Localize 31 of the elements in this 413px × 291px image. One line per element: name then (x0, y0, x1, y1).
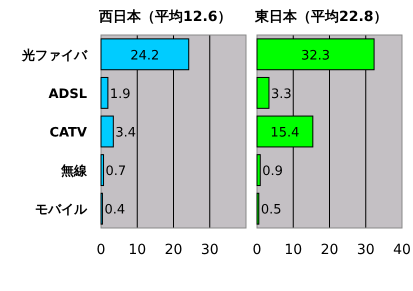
bar (256, 76, 270, 109)
data-label: 1.9 (110, 86, 131, 102)
data-label: 24.2 (130, 48, 160, 64)
chart-title: 西日本（平均12.6） (98, 9, 232, 25)
x-tick-label: 10 (284, 242, 302, 258)
x-tick-label: 20 (320, 242, 338, 258)
chart-title: 東日本（平均22.8） (254, 9, 388, 25)
y-tick-label: モバイル (35, 202, 88, 218)
data-label: 32.3 (301, 48, 330, 64)
y-tick-label: 光ファイバ (21, 48, 88, 64)
bar (100, 116, 114, 148)
bar (100, 76, 108, 109)
x-tick-label: 10 (128, 242, 146, 258)
bar (256, 154, 261, 186)
x-tick-label: 20 (164, 242, 182, 258)
x-tick-label: 30 (356, 242, 375, 258)
data-label: 0.4 (104, 202, 126, 218)
data-label: 0.7 (106, 164, 126, 180)
data-label: 15.4 (270, 126, 300, 140)
data-label: 3.3 (270, 86, 292, 102)
y-tick-label: CATV (49, 126, 87, 140)
data-label: 0.9 (262, 164, 283, 180)
data-label: 0.5 (260, 202, 282, 218)
y-tick-label: ADSL (48, 86, 87, 102)
y-tick-label: 無線 (60, 164, 88, 180)
x-tick-label: 0 (96, 242, 106, 258)
bar (100, 154, 104, 186)
data-label: 3.4 (115, 126, 136, 140)
x-tick-label: 40 (393, 242, 411, 258)
x-tick-label: 0 (252, 242, 262, 258)
x-tick-label: 30 (200, 242, 219, 258)
